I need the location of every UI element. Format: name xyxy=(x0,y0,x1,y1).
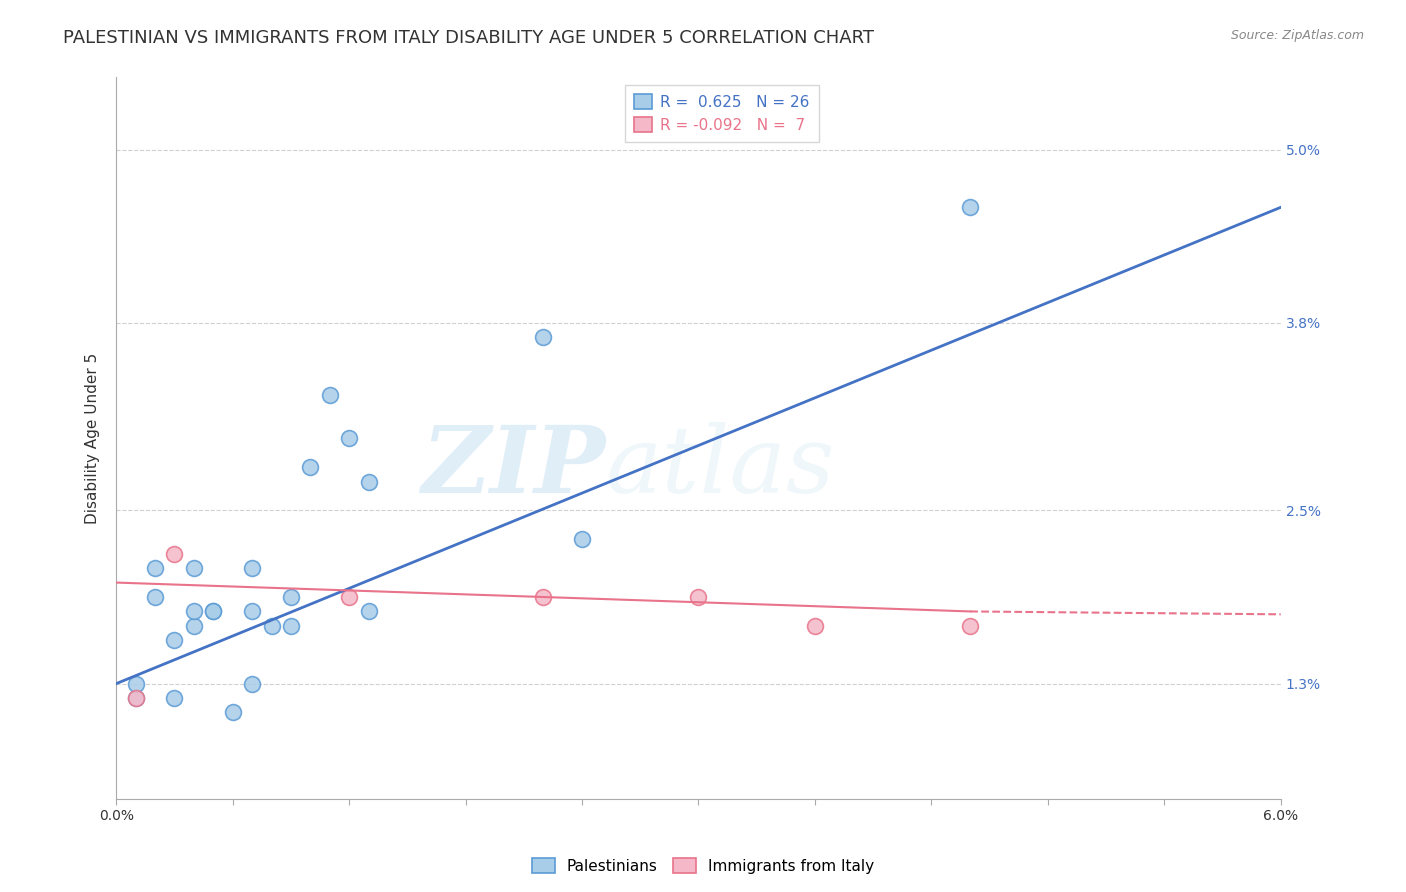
Point xyxy=(531,590,554,604)
Point xyxy=(125,676,148,690)
Point xyxy=(337,431,360,445)
Point xyxy=(959,200,981,214)
Point xyxy=(183,561,205,575)
Point xyxy=(125,691,148,706)
Point xyxy=(163,547,186,561)
Point xyxy=(202,604,225,618)
Point xyxy=(571,533,593,547)
Point xyxy=(531,330,554,344)
Point xyxy=(163,633,186,648)
Legend: R =  0.625   N = 26, R = -0.092   N =  7: R = 0.625 N = 26, R = -0.092 N = 7 xyxy=(624,85,818,142)
Text: atlas: atlas xyxy=(606,422,835,512)
Point xyxy=(260,619,283,633)
Point xyxy=(804,619,827,633)
Point xyxy=(222,706,245,720)
Y-axis label: Disability Age Under 5: Disability Age Under 5 xyxy=(86,352,100,524)
Point xyxy=(319,388,342,402)
Point xyxy=(143,590,166,604)
Point xyxy=(299,460,322,475)
Point xyxy=(280,590,302,604)
Point xyxy=(183,619,205,633)
Text: Source: ZipAtlas.com: Source: ZipAtlas.com xyxy=(1230,29,1364,43)
Point xyxy=(688,590,710,604)
Point xyxy=(240,604,263,618)
Point xyxy=(959,619,981,633)
Point xyxy=(337,590,360,604)
Point xyxy=(280,619,302,633)
Point xyxy=(163,691,186,706)
Point xyxy=(240,561,263,575)
Point xyxy=(357,475,380,489)
Point xyxy=(125,691,148,706)
Point xyxy=(183,604,205,618)
Text: ZIP: ZIP xyxy=(420,422,606,512)
Text: PALESTINIAN VS IMMIGRANTS FROM ITALY DISABILITY AGE UNDER 5 CORRELATION CHART: PALESTINIAN VS IMMIGRANTS FROM ITALY DIS… xyxy=(63,29,875,47)
Point xyxy=(202,604,225,618)
Point xyxy=(143,561,166,575)
Point xyxy=(357,604,380,618)
Legend: Palestinians, Immigrants from Italy: Palestinians, Immigrants from Italy xyxy=(526,852,880,880)
Point xyxy=(240,676,263,690)
